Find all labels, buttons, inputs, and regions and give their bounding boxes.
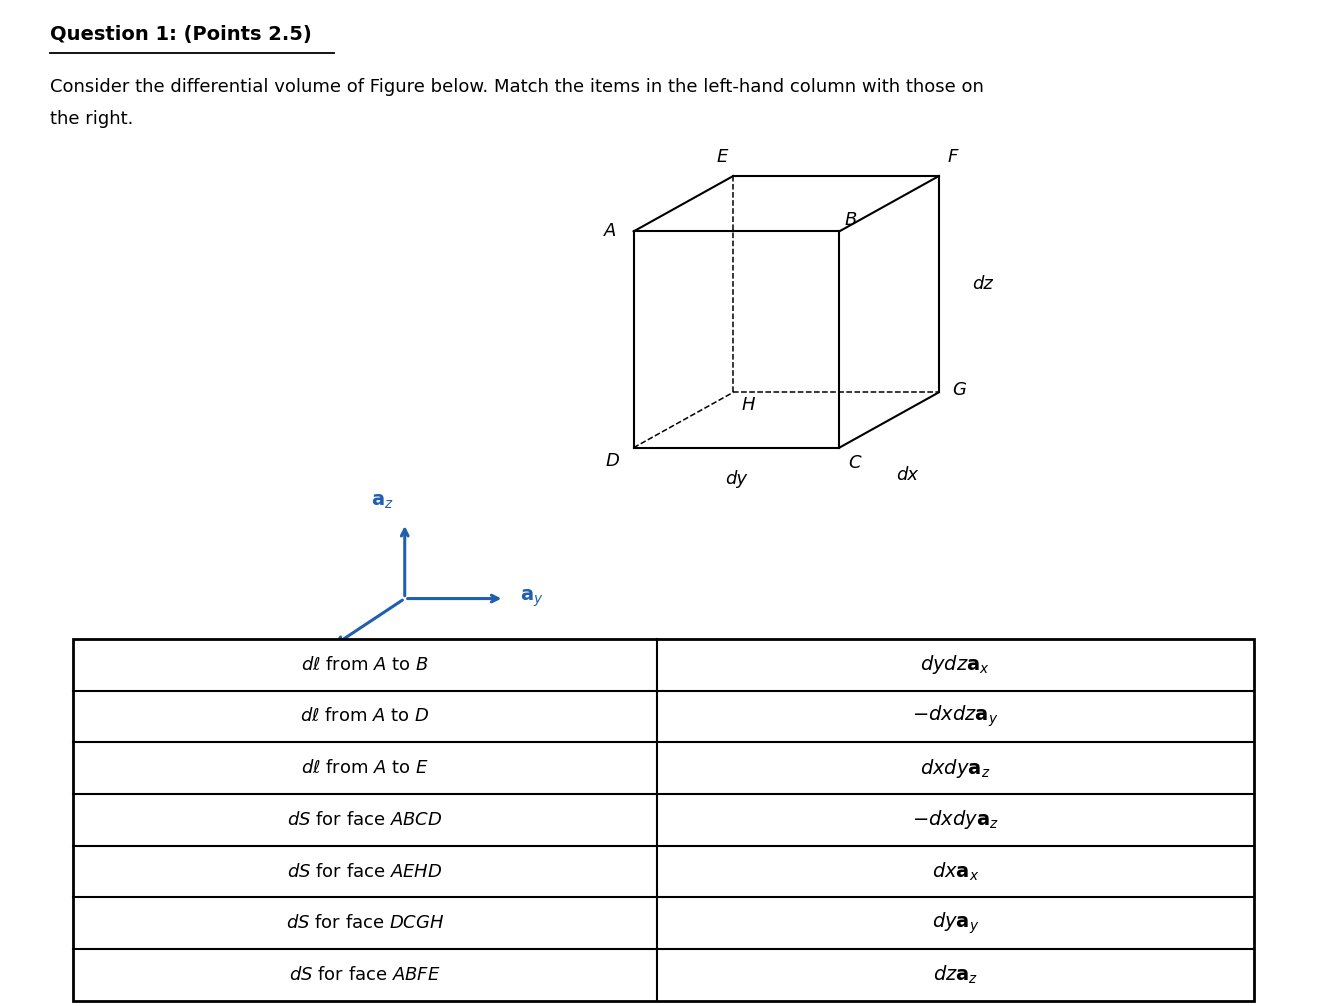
- Text: G: G: [953, 380, 966, 398]
- Text: C: C: [848, 455, 861, 472]
- FancyBboxPatch shape: [73, 639, 1254, 1001]
- Text: $d\ell$ from $A$ to $E$: $d\ell$ from $A$ to $E$: [301, 760, 429, 778]
- Text: dz: dz: [971, 276, 993, 293]
- Text: $dS$ for face $ABFE$: $dS$ for face $ABFE$: [289, 966, 441, 984]
- Text: A: A: [604, 222, 617, 240]
- Text: $dx\mathbf{a}_x$: $dx\mathbf{a}_x$: [932, 860, 979, 883]
- Text: $dxdy\mathbf{a}_z$: $dxdy\mathbf{a}_z$: [920, 757, 991, 780]
- Text: $dS$ for face $ABCD$: $dS$ for face $ABCD$: [287, 811, 443, 829]
- Text: $dy\mathbf{a}_y$: $dy\mathbf{a}_y$: [932, 910, 979, 937]
- Text: dx: dx: [896, 466, 918, 484]
- Text: $\mathbf{a}_y$: $\mathbf{a}_y$: [520, 588, 544, 610]
- Text: H: H: [742, 396, 755, 414]
- Text: F: F: [947, 148, 958, 166]
- Text: $d\ell$ from $A$ to $B$: $d\ell$ from $A$ to $B$: [301, 656, 429, 674]
- Text: $dS$ for face $AEHD$: $dS$ for face $AEHD$: [287, 862, 443, 880]
- Text: B: B: [844, 211, 857, 228]
- Text: Consider the differential volume of Figure below. Match the items in the left-ha: Consider the differential volume of Figu…: [50, 78, 985, 97]
- Text: $\mathbf{a}_z$: $\mathbf{a}_z$: [372, 492, 394, 511]
- Text: $\mathbf{a}_x$: $\mathbf{a}_x$: [297, 655, 321, 674]
- Text: E: E: [717, 148, 729, 166]
- Text: D: D: [606, 452, 620, 470]
- Text: $-dxdz\mathbf{a}_y$: $-dxdz\mathbf{a}_y$: [912, 703, 999, 729]
- Text: Question 1: (Points 2.5): Question 1: (Points 2.5): [50, 25, 312, 44]
- Text: $-dxdy\mathbf{a}_z$: $-dxdy\mathbf{a}_z$: [912, 809, 999, 831]
- Text: $dS$ for face $DCGH$: $dS$ for face $DCGH$: [285, 914, 445, 933]
- Text: the right.: the right.: [50, 110, 134, 128]
- Text: $dydz\mathbf{a}_x$: $dydz\mathbf{a}_x$: [921, 653, 990, 676]
- Text: dy: dy: [726, 470, 747, 488]
- Text: $d\ell$ from $A$ to $D$: $d\ell$ from $A$ to $D$: [300, 707, 430, 725]
- Text: $dz\mathbf{a}_z$: $dz\mathbf{a}_z$: [933, 964, 978, 986]
